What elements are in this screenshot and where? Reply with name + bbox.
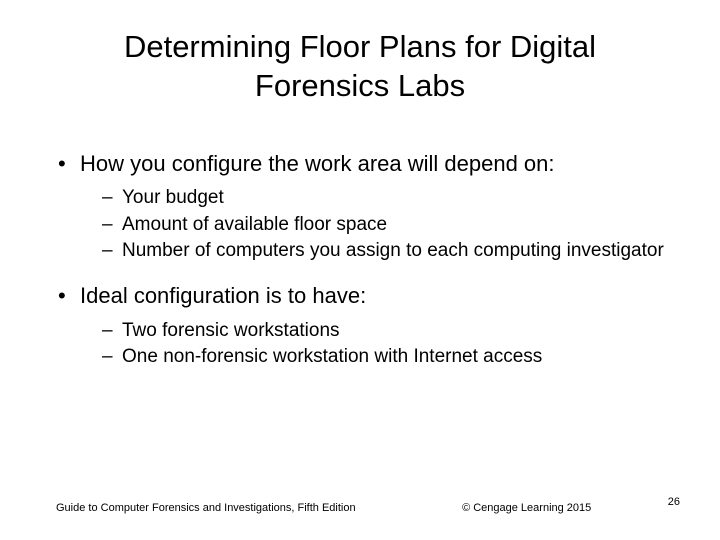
footer-left: Guide to Computer Forensics and Investig… (56, 502, 356, 514)
slide-footer: Guide to Computer Forensics and Investig… (0, 496, 720, 514)
bullet-sublist: Two forensic workstations One non-forens… (58, 319, 680, 370)
slide-content: How you configure the work area will dep… (40, 150, 680, 371)
bullet-level1: How you configure the work area will dep… (58, 150, 680, 179)
sub-text: One non-forensic workstation with Intern… (122, 346, 542, 367)
sub-text: Your budget (122, 187, 224, 208)
bullet-level2: Amount of available floor space (102, 213, 680, 238)
sub-text: Amount of available floor space (122, 214, 387, 235)
slide-number: 26 (668, 496, 680, 514)
bullet-level2: Your budget (102, 186, 680, 211)
bullet-text: How you configure the work area will dep… (80, 151, 555, 176)
bullet-level2: Two forensic workstations (102, 319, 680, 344)
bullet-level2: Number of computers you assign to each c… (102, 239, 680, 264)
sub-text: Two forensic workstations (122, 320, 340, 341)
bullet-sublist: Your budget Amount of available floor sp… (58, 186, 680, 264)
slide-title: Determining Floor Plans for Digital Fore… (40, 28, 680, 106)
slide: Determining Floor Plans for Digital Fore… (0, 0, 720, 540)
bullet-level1: Ideal configuration is to have: (58, 282, 680, 311)
bullet-text: Ideal configuration is to have: (80, 283, 366, 308)
footer-center: © Cengage Learning 2015 (356, 502, 668, 514)
bullet-level2: One non-forensic workstation with Intern… (102, 345, 680, 370)
sub-text: Number of computers you assign to each c… (122, 240, 664, 261)
